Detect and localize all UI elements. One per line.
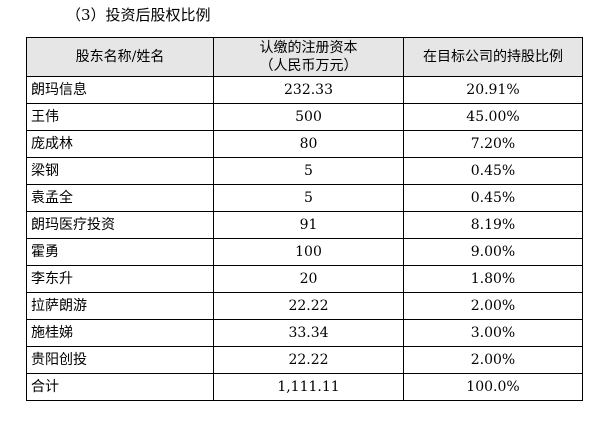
shareholding-ratio-cell: 2.00% [403, 292, 583, 320]
header-shareholding-ratio: 在目标公司的持股比例 [403, 37, 583, 77]
registered-capital-cell: 500 [213, 103, 404, 131]
shareholder-name-cell: 合计 [26, 373, 214, 401]
shareholder-name-cell: 袁孟全 [26, 184, 214, 212]
shareholder-name-cell: 王伟 [26, 103, 214, 131]
shareholder-name-cell: 李东升 [26, 265, 214, 293]
section-title: （3）投资后股权比例 [66, 6, 211, 24]
shareholding-ratio-cell: 20.91% [403, 76, 583, 104]
registered-capital-cell: 80 [213, 130, 404, 158]
table-row: 霍勇 100 9.00% [26, 238, 583, 266]
table-row: 贵阳创投 22.22 2.00% [26, 346, 583, 374]
shareholding-ratio-cell: 9.00% [403, 238, 583, 266]
shareholder-name-cell: 施桂娣 [26, 319, 214, 347]
registered-capital-cell: 5 [213, 184, 404, 212]
shareholder-name-cell: 梁钢 [26, 157, 214, 185]
table-header-row: 股东名称/姓名 认缴的注册资本 （人民币万元） 在目标公司的持股比例 [26, 37, 583, 77]
table-body: 朗玛信息 232.33 20.91% 王伟 500 45.00% 庞成林 80 7.20% 梁钢 5… [26, 76, 583, 401]
shareholder-name-cell: 拉萨朗游 [26, 292, 214, 320]
table-row: 施桂娣 33.34 3.00% [26, 319, 583, 347]
registered-capital-cell: 1,111.11 [213, 373, 404, 401]
shareholding-ratio-cell: 8.19% [403, 211, 583, 239]
table-total-row: 合计 1,111.11 100.0% [26, 373, 583, 401]
registered-capital-cell: 33.34 [213, 319, 404, 347]
header-capital-unit: （人民币万元） [259, 58, 358, 74]
shareholding-ratio-cell: 7.20% [403, 130, 583, 158]
shareholding-ratio-cell: 0.45% [403, 157, 583, 185]
registered-capital-cell: 22.22 [213, 346, 404, 374]
registered-capital-cell: 100 [213, 238, 404, 266]
equity-table: 股东名称/姓名 认缴的注册资本 （人民币万元） 在目标公司的持股比例 朗玛信息 2… [26, 37, 583, 401]
header-shareholder-name: 股东名称/姓名 [26, 37, 214, 77]
shareholding-ratio-cell: 0.45% [403, 184, 583, 212]
table-row: 李东升 20 1.80% [26, 265, 583, 293]
shareholding-ratio-cell: 2.00% [403, 346, 583, 374]
shareholding-ratio-cell: 3.00% [403, 319, 583, 347]
table-row: 拉萨朗游 22.22 2.00% [26, 292, 583, 320]
registered-capital-cell: 232.33 [213, 76, 404, 104]
header-registered-capital: 认缴的注册资本 （人民币万元） [213, 37, 404, 77]
table-row: 王伟 500 45.00% [26, 103, 583, 131]
shareholder-name-cell: 朗玛医疗投资 [26, 211, 214, 239]
registered-capital-cell: 20 [213, 265, 404, 293]
registered-capital-cell: 22.22 [213, 292, 404, 320]
table-row: 庞成林 80 7.20% [26, 130, 583, 158]
registered-capital-cell: 91 [213, 211, 404, 239]
shareholder-name-cell: 朗玛信息 [26, 76, 214, 104]
shareholding-ratio-cell: 45.00% [403, 103, 583, 131]
table-row: 梁钢 5 0.45% [26, 157, 583, 185]
table-row: 朗玛信息 232.33 20.91% [26, 76, 583, 104]
shareholding-ratio-cell: 1.80% [403, 265, 583, 293]
shareholder-name-cell: 霍勇 [26, 238, 214, 266]
registered-capital-cell: 5 [213, 157, 404, 185]
table-row: 朗玛医疗投资 91 8.19% [26, 211, 583, 239]
shareholder-name-cell: 庞成林 [26, 130, 214, 158]
shareholder-name-cell: 贵阳创投 [26, 346, 214, 374]
table-row: 袁孟全 5 0.45% [26, 184, 583, 212]
header-capital-label: 认缴的注册资本 [259, 40, 358, 56]
shareholding-ratio-cell: 100.0% [403, 373, 583, 401]
